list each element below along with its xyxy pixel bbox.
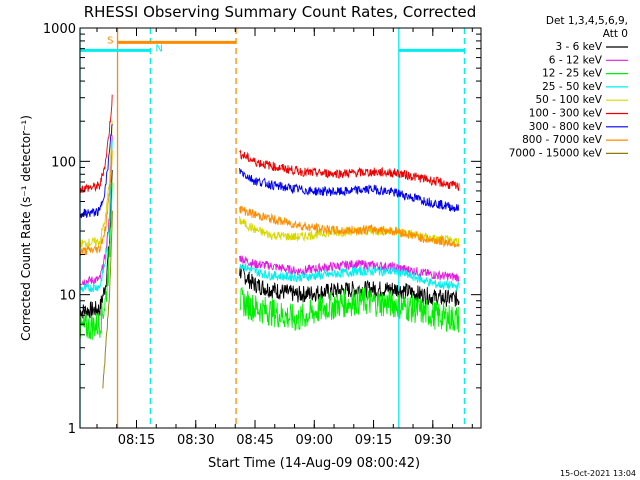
- chart-title: RHESSI Observing Summary Count Rates, Co…: [84, 3, 477, 21]
- legend-header: Att 0: [603, 28, 628, 40]
- series-line: [79, 150, 460, 256]
- y-tick-label: 100: [51, 155, 76, 170]
- x-tick-label: 08:45: [236, 433, 273, 448]
- legend-label: 6 - 12 keV: [549, 54, 603, 66]
- data-series: [79, 94, 460, 389]
- attenuator-label: S: [107, 35, 113, 46]
- series-line: [79, 182, 460, 341]
- axes: 08:15 08:30 08:45 09:00 09:15 09:30 1 10 100 1000: [43, 22, 481, 448]
- series-line: [79, 123, 460, 219]
- legend-label: 3 - 6 keV: [555, 41, 602, 53]
- series-line: [79, 140, 460, 293]
- plot-frame: [79, 27, 482, 429]
- legend-header: Det 1,3,4,5,6,9,: [546, 15, 628, 27]
- legend-label: 100 - 300 keV: [529, 108, 603, 120]
- series-line: [79, 94, 460, 194]
- legend-label: 25 - 50 keV: [542, 81, 603, 93]
- y-axis-label: Corrected Count Rate (s⁻¹ detector⁻¹): [19, 115, 33, 341]
- status-bars: SN: [80, 35, 465, 54]
- series-line: [102, 210, 113, 389]
- x-axis-label: Start Time (14-Aug-09 08:00:42): [208, 456, 420, 471]
- legend-label: 50 - 100 keV: [535, 94, 602, 106]
- footer-date: 15-Oct-2021 13:04: [560, 469, 636, 478]
- y-tick-label: 1000: [43, 22, 76, 37]
- x-tick-label: 08:15: [118, 433, 155, 448]
- y-tick-label: 1: [68, 422, 76, 437]
- legend-label: 12 - 25 keV: [542, 68, 603, 80]
- x-tick-label: 09:30: [414, 433, 451, 448]
- night-label: N: [155, 43, 162, 54]
- legend-label: 800 - 7000 keV: [522, 134, 603, 146]
- x-tick-label: 09:15: [355, 433, 392, 448]
- legend-label: 7000 - 15000 keV: [509, 147, 603, 159]
- x-tick-label: 09:00: [296, 433, 333, 448]
- x-tick-label: 08:30: [177, 433, 214, 448]
- y-tick-label: 10: [59, 289, 76, 304]
- legend-label: 300 - 800 keV: [529, 121, 603, 133]
- series-line: [79, 169, 460, 319]
